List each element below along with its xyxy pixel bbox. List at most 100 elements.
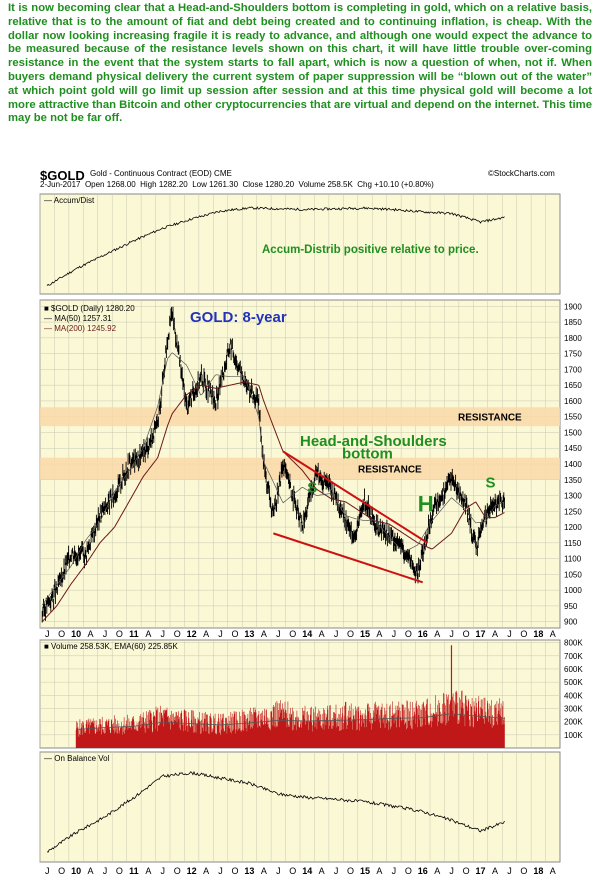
price-tick-label: 1150 — [564, 539, 582, 548]
high-label: High — [140, 180, 157, 189]
legend-ma200: — MA(200) 1245.92 — [44, 324, 117, 333]
pattern-label-h: H — [418, 491, 434, 516]
pattern-title-line2: bottom — [342, 445, 393, 462]
chart-ohlc: 2-Jun-2017 Open 1268.00 High 1282.20 Low… — [40, 180, 434, 189]
x-label: 12 — [187, 866, 197, 876]
open-label: Open — [84, 180, 105, 189]
x-label: J — [276, 629, 281, 639]
x-label: O — [347, 629, 354, 639]
x-label: A — [434, 866, 440, 876]
resistance-band — [40, 407, 560, 427]
x-label: J — [334, 629, 339, 639]
chart-symbol: $GOLD — [40, 168, 85, 183]
resistance-label-upper: RESISTANCE — [458, 413, 522, 424]
price-tick-label: 1400 — [564, 460, 582, 469]
price-tick-label: 1100 — [564, 555, 582, 564]
x-label: 13 — [244, 866, 254, 876]
x-label: A — [261, 629, 267, 639]
x-label: 10 — [71, 629, 81, 639]
x-label: O — [520, 866, 527, 876]
volume-ema-line — [76, 713, 505, 730]
x-label: A — [261, 866, 267, 876]
volume-title: ■ Volume 258.53K, EMA(60) 225.85K — [44, 642, 178, 651]
x-label: A — [550, 866, 556, 876]
x-label: J — [103, 866, 108, 876]
x-label: 11 — [129, 629, 139, 639]
accum-dist-annotation: Accum-Distrib positive relative to price… — [262, 244, 479, 256]
x-label: O — [58, 629, 65, 639]
x-label: A — [376, 866, 382, 876]
volume-tick-label: 800K — [564, 639, 583, 648]
commentary-text: It is now becoming clear that a Head-and… — [8, 2, 592, 125]
price-chart-title: GOLD: 8-year — [190, 309, 287, 326]
x-label: J — [161, 866, 166, 876]
x-label: 18 — [533, 629, 543, 639]
volume-tick-label: 600K — [564, 665, 583, 674]
chg-label: Chg — [357, 180, 372, 189]
x-label: O — [520, 629, 527, 639]
price-tick-label: 1500 — [564, 428, 582, 437]
x-label: O — [289, 866, 296, 876]
pattern-label-s: S — [307, 479, 317, 496]
x-label: 11 — [129, 866, 139, 876]
volume-tick-label: 300K — [564, 704, 583, 713]
x-label: 12 — [187, 629, 197, 639]
price-tick-label: 1850 — [564, 318, 582, 327]
x-label: A — [145, 629, 151, 639]
price-tick-label: 1900 — [564, 302, 582, 311]
x-label: J — [392, 866, 397, 876]
x-label: J — [449, 866, 454, 876]
x-label: O — [116, 866, 123, 876]
x-label: 14 — [302, 866, 312, 876]
price-tick-label: 1000 — [564, 586, 582, 595]
x-label: 16 — [418, 866, 428, 876]
x-label: A — [145, 866, 151, 876]
x-label: J — [45, 629, 50, 639]
volume-value: 258.5K — [327, 180, 353, 189]
x-label: O — [463, 866, 470, 876]
price-tick-label: 1200 — [564, 523, 582, 532]
x-label: A — [88, 629, 94, 639]
close-value: 1280.20 — [265, 180, 295, 189]
x-label: 13 — [244, 629, 254, 639]
open-value: 1268.00 — [106, 180, 136, 189]
ma200-line — [41, 381, 505, 623]
x-label: 18 — [533, 866, 543, 876]
trend-line — [273, 532, 423, 584]
price-tick-label: 1750 — [564, 350, 582, 359]
x-label: O — [347, 866, 354, 876]
chart-description: Gold - Continuous Contract (EOD) CME — [90, 169, 232, 178]
x-label: 17 — [476, 629, 486, 639]
volume-tick-label: 200K — [564, 718, 583, 727]
price-tick-label: 1700 — [564, 365, 582, 374]
x-label: 17 — [476, 866, 486, 876]
x-label: J — [276, 866, 281, 876]
x-label: 15 — [360, 866, 370, 876]
x-label: A — [376, 629, 382, 639]
accum-dist-line — [46, 206, 505, 286]
x-label: J — [334, 866, 339, 876]
price-tick-label: 1650 — [564, 381, 582, 390]
x-label: O — [463, 629, 470, 639]
x-label: 14 — [302, 629, 312, 639]
price-tick-label: 1350 — [564, 476, 582, 485]
pattern-title-line1: Head-and-Shoulders — [300, 433, 447, 450]
x-label: O — [289, 629, 296, 639]
x-label: A — [203, 866, 209, 876]
chart-date: 2-Jun-2017 — [40, 180, 81, 189]
price-tick-label: 1300 — [564, 492, 582, 501]
legend-price: ■ $GOLD (Daily) 1280.20 — [44, 304, 135, 313]
x-label: A — [203, 629, 209, 639]
price-tick-label: 950 — [564, 602, 578, 611]
close-label: Close — [242, 180, 263, 189]
x-label: J — [507, 866, 512, 876]
accum-dist-title: — Accum/Dist — [44, 196, 95, 205]
chg-value: +10.10 (+0.80%) — [374, 180, 434, 189]
volume-label: Volume — [298, 180, 326, 189]
price-tick-label: 1450 — [564, 444, 582, 453]
x-label: 10 — [71, 866, 81, 876]
x-label: J — [218, 629, 223, 639]
x-label: J — [218, 866, 223, 876]
price-tick-label: 1050 — [564, 570, 582, 579]
